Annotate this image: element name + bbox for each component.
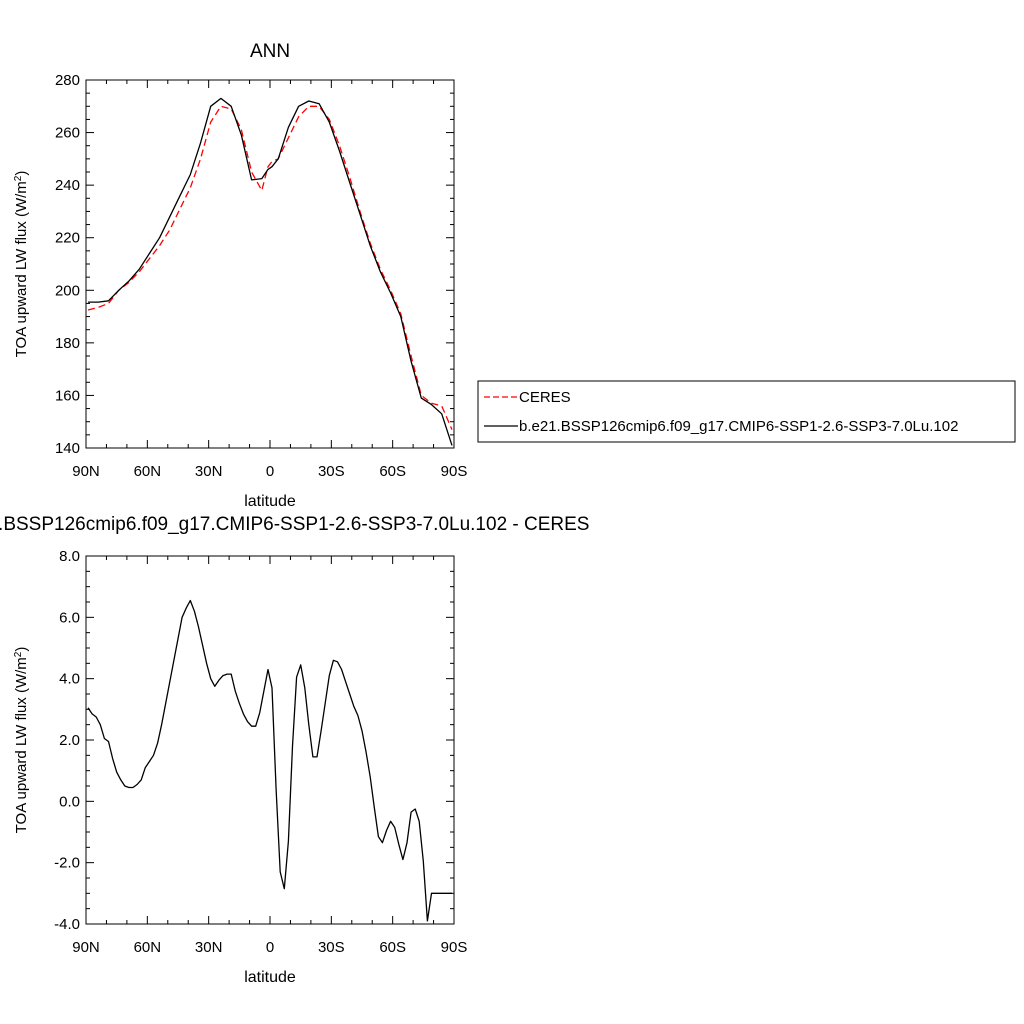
x-tick-label: 90S xyxy=(441,463,468,480)
bottom-plot-frame xyxy=(85,555,455,925)
x-tick-label: 30S xyxy=(318,939,345,956)
top-chart-title: ANN xyxy=(250,41,290,62)
top-y-axis-label: TOA upward LW flux (W/m2) xyxy=(13,171,30,358)
y-tick-label: 260 xyxy=(55,125,80,142)
bottom-chart-title: b.e21.BSSP126cmip6.f09_g17.CMIP6-SSP1-2.… xyxy=(0,514,589,535)
y-tick-label: 0.0 xyxy=(59,793,80,810)
top-x-axis-label: latitude xyxy=(244,493,296,510)
bottom-y-axis-label: TOA upward LW flux (W/m2) xyxy=(13,647,30,834)
x-tick-label: 60S xyxy=(379,463,406,480)
bottom-x-ticks: 90N 60N 30N 0 30S 60S 90S xyxy=(72,556,467,956)
y-tick-label: 4.0 xyxy=(59,671,80,688)
top-panel: ANN 140 160 180 200 220 240 260 280 90N 60N 30N 0 3… xyxy=(13,41,467,510)
x-tick-label: 0 xyxy=(266,463,274,480)
y-tick-label: 8.0 xyxy=(59,548,80,565)
legend-label-ceres: CERES xyxy=(519,389,571,406)
x-tick-label: 30N xyxy=(195,939,223,956)
x-tick-label: 30S xyxy=(318,463,345,480)
y-tick-label: 140 xyxy=(55,440,80,457)
y-tick-label: 2.0 xyxy=(59,732,80,749)
x-tick-label: 60S xyxy=(379,939,406,956)
y-tick-label: 280 xyxy=(55,72,80,89)
x-tick-label: 60N xyxy=(134,939,162,956)
y-tick-label: 180 xyxy=(55,335,80,352)
x-tick-label: 90N xyxy=(72,939,100,956)
legend-label-model: b.e21.BSSP126cmip6.f09_g17.CMIP6-SSP1-2.… xyxy=(519,418,958,435)
y-tick-label: -2.0 xyxy=(54,855,80,872)
y-tick-label: 240 xyxy=(55,177,80,194)
top-series-group xyxy=(87,97,453,446)
series-line-ceres xyxy=(87,105,453,430)
bottom-y-ticks: -4.0 -2.0 0.0 2.0 4.0 6.0 8.0 xyxy=(54,548,454,933)
y-tick-label: 6.0 xyxy=(59,609,80,626)
legend-box xyxy=(477,380,1016,443)
y-tick-label: 160 xyxy=(55,387,80,404)
y-tick-label: 220 xyxy=(55,230,80,247)
y-tick-label: 200 xyxy=(55,282,80,299)
bottom-panel: b.e21.BSSP126cmip6.f09_g17.CMIP6-SSP1-2.… xyxy=(0,514,589,986)
legend: CERES b.e21.BSSP126cmip6.f09_g17.CMIP6-S… xyxy=(477,380,1016,443)
x-tick-label: 30N xyxy=(195,463,223,480)
x-tick-label: 60N xyxy=(134,463,162,480)
series-line-difference xyxy=(87,599,452,922)
bottom-x-axis-label: latitude xyxy=(244,969,296,986)
bottom-series-group xyxy=(87,599,452,922)
y-tick-label: -4.0 xyxy=(54,916,80,933)
x-tick-label: 90N xyxy=(72,463,100,480)
x-tick-label: 90S xyxy=(441,939,468,956)
series-line-model xyxy=(88,97,453,446)
x-tick-label: 0 xyxy=(266,939,274,956)
top-x-ticks: 90N 60N 30N 0 30S 60S 90S xyxy=(72,80,467,480)
top-plot-frame xyxy=(85,79,455,449)
top-y-ticks: 140 160 180 200 220 240 260 280 xyxy=(55,72,454,457)
